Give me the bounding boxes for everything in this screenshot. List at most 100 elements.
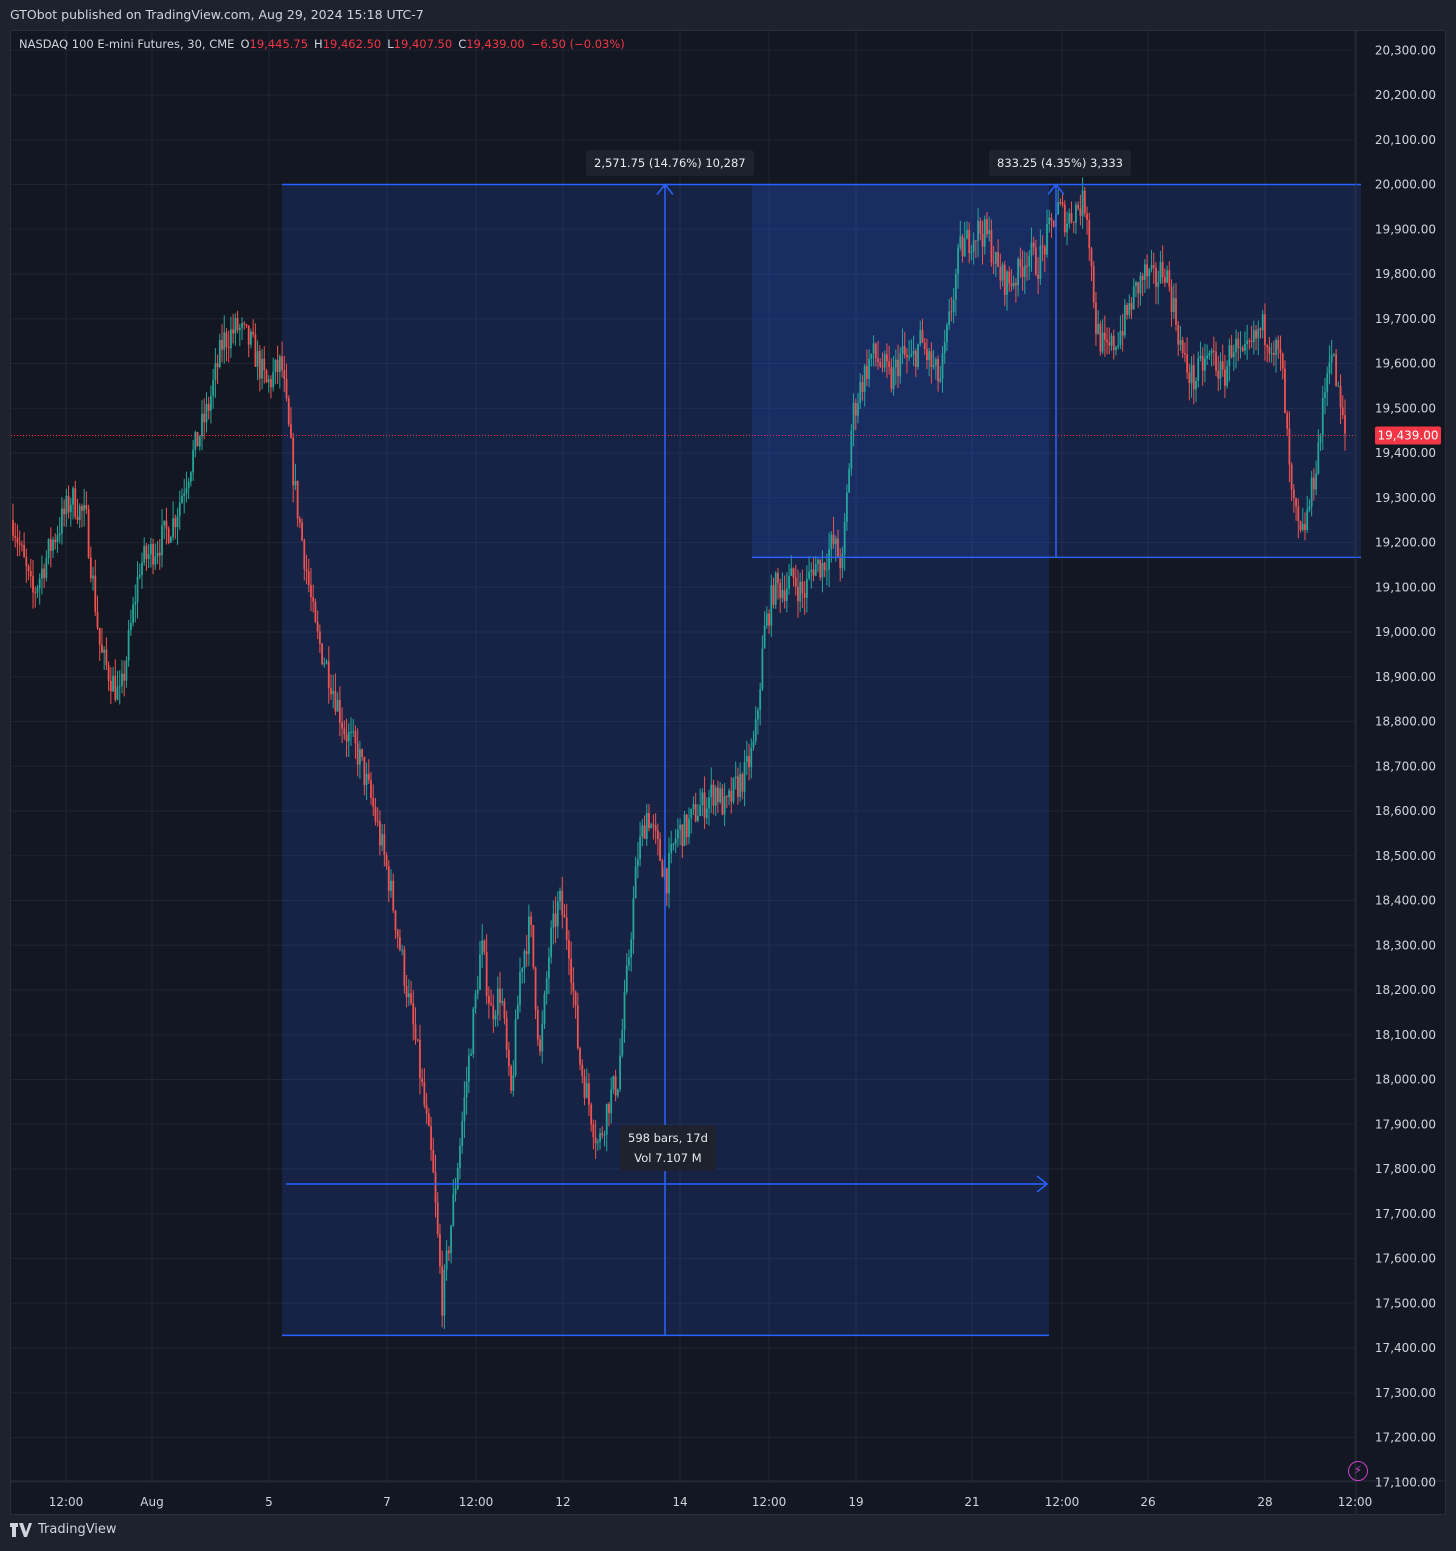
candle-body [405, 985, 408, 998]
candle-body [523, 951, 526, 969]
candle-body [592, 1124, 595, 1138]
candle-body [881, 366, 884, 368]
time-tick-label: 12:00 [1338, 1495, 1373, 1509]
candle-body [1321, 398, 1324, 437]
candle-body [287, 398, 290, 425]
candle-body [78, 506, 81, 521]
candle-body [1315, 473, 1317, 490]
candle-body [874, 343, 877, 359]
candle-body [510, 1066, 513, 1091]
candle-body [1250, 340, 1253, 342]
candle-body [981, 233, 984, 247]
candle-body [1317, 442, 1320, 474]
candle-body [118, 685, 121, 687]
candle-body [1086, 213, 1088, 220]
candle-body [926, 348, 928, 360]
candle-body [897, 359, 899, 377]
lightning-icon[interactable]: ⚡ [1348, 1461, 1368, 1481]
candle-body [590, 1104, 593, 1125]
candle-body [966, 230, 968, 239]
candle-body [854, 402, 857, 416]
candle-body [988, 230, 991, 235]
candle-body [1284, 368, 1286, 414]
candle-body [183, 493, 186, 496]
candle-body [1130, 303, 1133, 310]
candle-body [427, 1113, 430, 1127]
candle-body [65, 495, 68, 515]
candle-body [149, 544, 152, 555]
candle-body [957, 247, 959, 275]
candle-body [1199, 355, 1202, 359]
candle-body [837, 538, 839, 558]
time-tick-label: 12:00 [49, 1495, 84, 1509]
candle-body [261, 358, 263, 379]
candle-body [38, 578, 41, 588]
candle-body [1179, 339, 1182, 345]
candle-body [147, 554, 150, 560]
candle-body [1292, 489, 1295, 499]
candle-body [788, 575, 790, 589]
candle-body [594, 1137, 597, 1144]
candle-body [1319, 436, 1322, 443]
candle-body [212, 380, 215, 396]
price-tick-label: 18,500.00 [1375, 849, 1436, 863]
candle-body [605, 1103, 608, 1135]
candle-body [888, 361, 891, 368]
candle-body [350, 731, 352, 733]
candle-body [1143, 264, 1146, 280]
candle-body [621, 1029, 624, 1056]
candle-body [496, 988, 499, 1016]
chart-pane[interactable]: 20,300.00 20,200.00 20,100.00 20,000.00 19,9… [10, 30, 1446, 1515]
candle-body [434, 1172, 437, 1203]
candle-body [799, 581, 802, 602]
candle-body [256, 351, 259, 367]
candle-body [123, 673, 126, 681]
price-tick-label: 17,400.00 [1375, 1341, 1436, 1355]
candle-body [1030, 242, 1033, 256]
candle-body [476, 989, 479, 994]
price-chart[interactable]: 20,300.00 20,200.00 20,100.00 20,000.00 19,9… [11, 31, 1446, 1515]
candle-body [643, 825, 646, 839]
candle-body [1270, 353, 1273, 355]
candle-body [376, 821, 379, 823]
candle-body [779, 582, 782, 598]
candle-body [396, 930, 399, 938]
candle-body [868, 358, 871, 379]
candle-body [114, 675, 117, 700]
candle-body [625, 965, 628, 992]
candle-body [781, 590, 784, 598]
candle-body [559, 890, 561, 902]
legend-symbol: NASDAQ 100 E-mini Futures, 30, CME [19, 37, 235, 51]
candle-body [1186, 354, 1189, 373]
candle-body [808, 571, 810, 579]
candle-body [866, 365, 868, 379]
candle-body [167, 528, 170, 543]
candle-body [1075, 204, 1077, 223]
candle-body [347, 732, 350, 742]
legend-high-value: 19,462.50 [322, 37, 382, 51]
candle-body [563, 915, 566, 918]
candle-body [1252, 330, 1255, 342]
candle-body [132, 604, 134, 623]
candle-body [1115, 347, 1117, 351]
candle-body [699, 805, 702, 816]
candle-body [1041, 245, 1044, 247]
candle-body [307, 571, 310, 586]
candle-body [74, 488, 77, 517]
price-tick-label: 18,800.00 [1375, 715, 1436, 729]
candle-body [414, 1024, 417, 1040]
volume-label: Vol 7.107 M [634, 1151, 702, 1165]
candle-body [843, 521, 846, 554]
candle-body [403, 949, 406, 986]
candle-body [178, 502, 181, 516]
candle-body [892, 367, 895, 389]
candle-body [990, 230, 993, 263]
candle-body [759, 689, 762, 710]
candle-body [650, 824, 653, 829]
candle-body [530, 916, 533, 926]
candle-body [192, 449, 195, 473]
candle-body [550, 927, 553, 958]
candle-body [18, 542, 21, 545]
candle-body [227, 346, 230, 349]
time-tick-label: 7 [383, 1495, 391, 1509]
